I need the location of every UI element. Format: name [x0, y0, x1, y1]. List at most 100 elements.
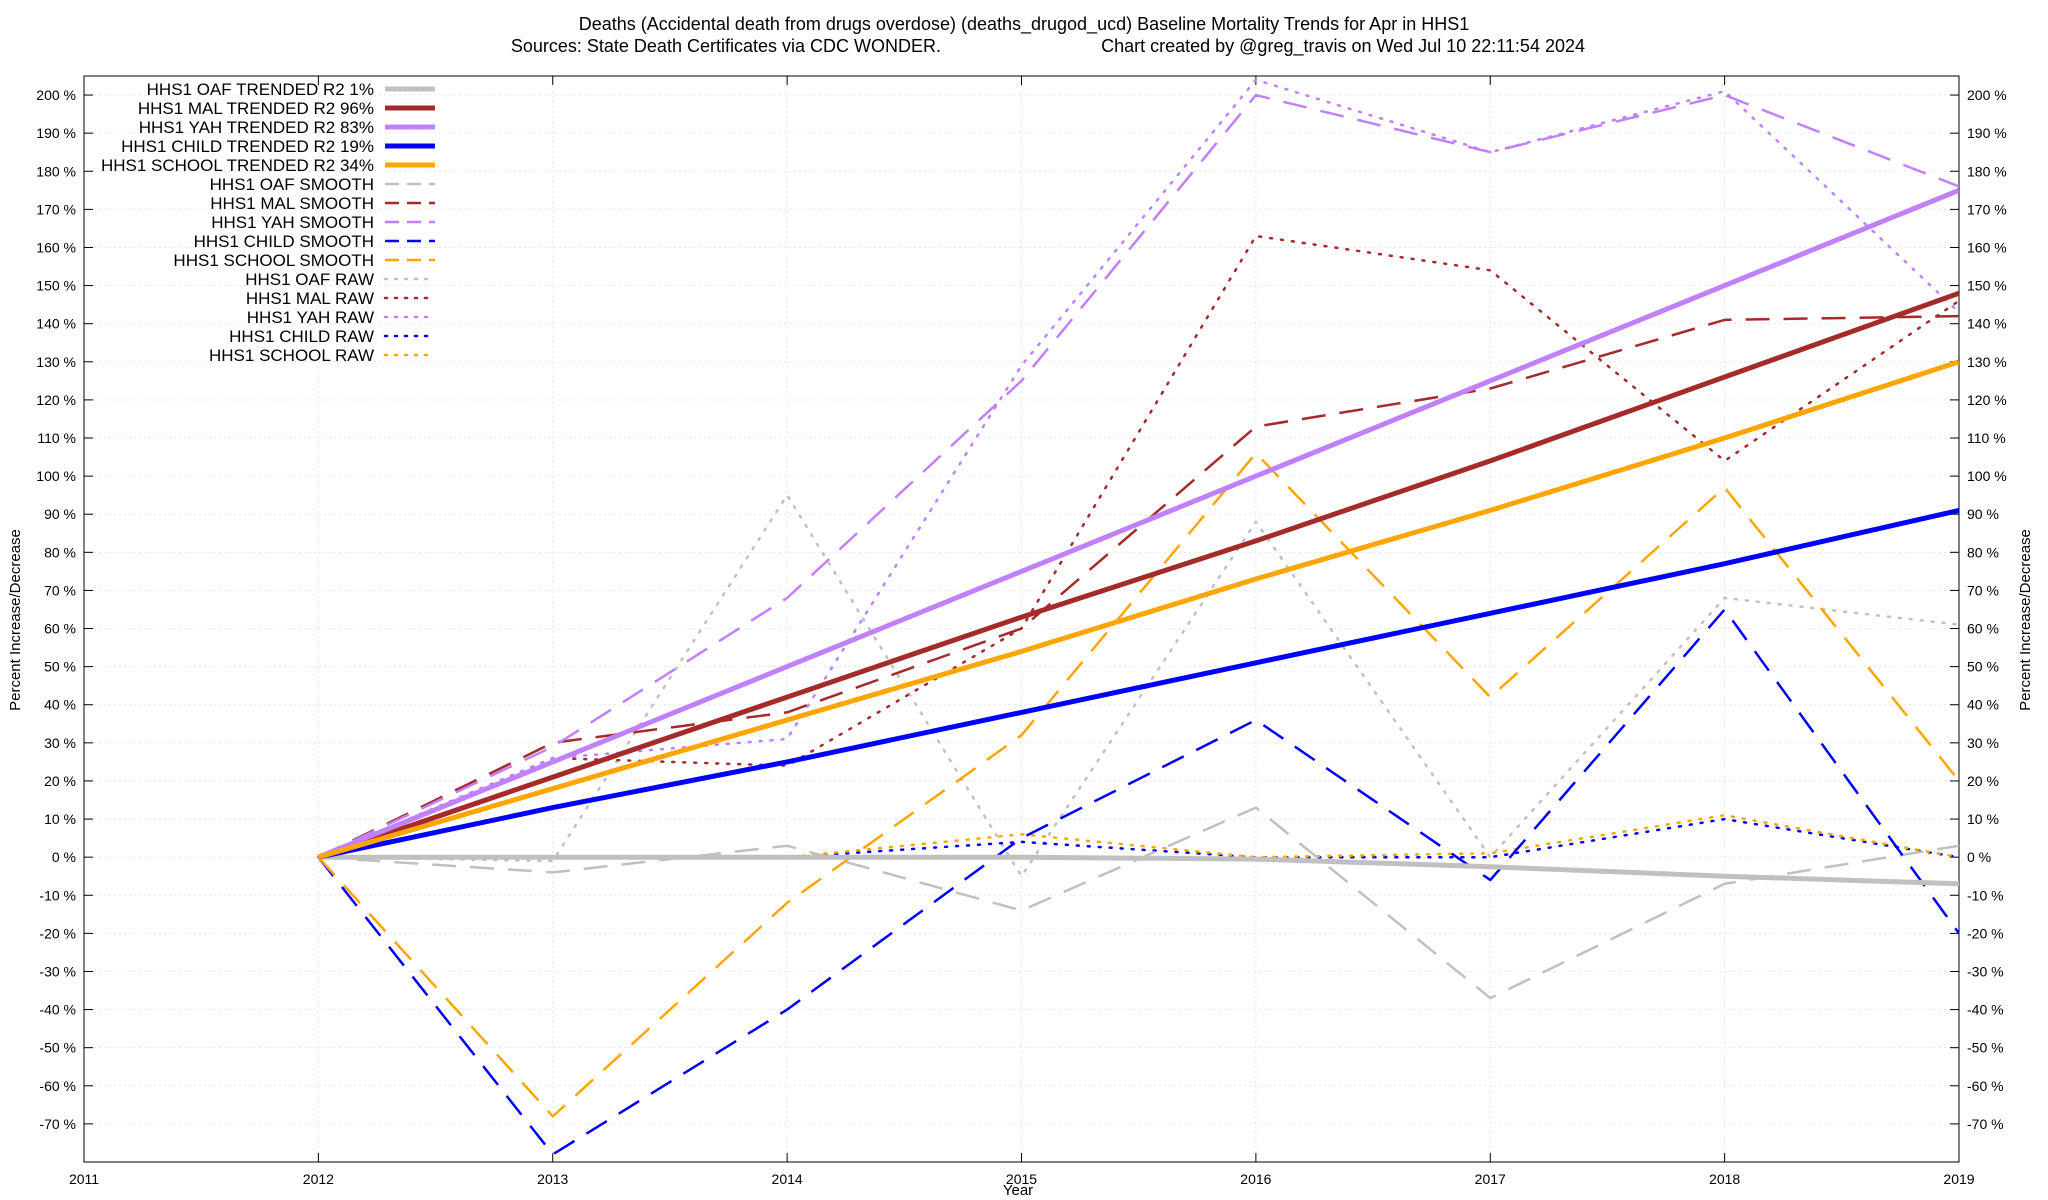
y-tick-label-left: 60 % [44, 621, 76, 637]
y-tick-label-left: 150 % [36, 278, 76, 294]
legend-entry-label: HHS1 MAL RAW [246, 289, 374, 308]
series-line-hhs1-mal-trended-r2 [317, 290, 1959, 860]
y-tick-label-right: 70 % [1967, 582, 1999, 598]
series-line-hhs1-oaf-smooth [318, 806, 1959, 1000]
y-tick-label-right: 50 % [1967, 659, 1999, 675]
series-line-hhs1-mal-raw [317, 234, 1959, 859]
legend-entry-label: HHS1 MAL TRENDED R2 96% [138, 99, 374, 118]
x-tick-label: 2011 [69, 1171, 99, 1187]
series-line-hhs1-oaf-trended-r2 [318, 854, 1959, 887]
x-tick-label: 2019 [1943, 1171, 1974, 1187]
y-tick-label-left: -20 % [39, 925, 76, 941]
y-tick-label-left: 40 % [44, 697, 76, 713]
y-tick-label-right: 150 % [1967, 278, 2007, 294]
y-tick-label-right: -10 % [1967, 887, 2004, 903]
y-tick-label-right: 200 % [1967, 87, 2007, 103]
y-tick-label-right: 130 % [1967, 354, 2007, 370]
y-axis-label-right: Percent Increase/Decrease [2017, 529, 2034, 711]
x-tick-label: 2016 [1240, 1171, 1271, 1187]
y-tick-label-left: 110 % [37, 430, 76, 446]
series-line-hhs1-child-raw [317, 817, 1959, 859]
y-tick-label-right: 190 % [1967, 125, 2007, 141]
legend-entry-label: HHS1 CHILD TRENDED R2 19% [121, 137, 374, 156]
legend-entry-label: HHS1 CHILD SMOOTH [194, 232, 374, 251]
y-tick-label-left: 180 % [36, 163, 76, 179]
y-tick-label-right: 180 % [1967, 163, 2007, 179]
legend-entry-label: HHS1 MAL SMOOTH [210, 194, 374, 213]
y-tick-label-left: 140 % [36, 316, 76, 332]
plot-border [83, 75, 1960, 1163]
y-tick-label-left: -50 % [39, 1040, 76, 1056]
x-tick-label: 2015 [1006, 1171, 1037, 1187]
series-line-hhs1-school-smooth [317, 451, 1959, 1118]
y-tick-label-right: 30 % [1967, 735, 1999, 751]
series-line-hhs1-yah-trended-r2 [317, 187, 1959, 860]
series-line-hhs1-child-smooth [317, 608, 1959, 1156]
y-tick-label-left: 90 % [44, 506, 76, 522]
y-tick-label-left: -30 % [39, 963, 76, 979]
y-tick-label-left: 170 % [36, 201, 76, 217]
y-tick-label-left: 80 % [44, 544, 76, 560]
legend-entry-label: HHS1 SCHOOL SMOOTH [173, 251, 374, 270]
y-tick-label-left: 50 % [44, 659, 76, 675]
legend-entry-label: HHS1 OAF SMOOTH [210, 175, 374, 194]
legend-entry-label: HHS1 YAH TRENDED R2 83% [139, 118, 374, 137]
series-line-hhs1-school-trended-r2 [317, 359, 1959, 860]
legend-entry-label: HHS1 OAF TRENDED R2 1% [147, 80, 374, 99]
y-tick-label-right: -70 % [1967, 1116, 2004, 1132]
series-line-hhs1-child-trended-r2 [317, 507, 1959, 860]
y-tick-label-right: 20 % [1967, 773, 1999, 789]
y-tick-label-right: -60 % [1967, 1078, 2004, 1094]
y-tick-label-right: 10 % [1967, 811, 1999, 827]
chart-credit-note: Chart created by @greg_travis on Wed Jul… [1101, 36, 1585, 57]
y-tick-label-left: 200 % [36, 87, 76, 103]
y-tick-label-right: 60 % [1967, 621, 1999, 637]
y-tick-label-left: 20 % [44, 773, 76, 789]
x-tick-label: 2012 [303, 1171, 334, 1187]
y-tick-label-left: 100 % [36, 468, 76, 484]
y-tick-label-left: 120 % [36, 392, 76, 408]
y-tick-label-left: 190 % [36, 125, 76, 141]
legend-entry-label: HHS1 SCHOOL RAW [209, 346, 374, 365]
y-tick-label-right: 100 % [1967, 468, 2007, 484]
legend-entry-label: HHS1 YAH SMOOTH [211, 213, 374, 232]
x-tick-label: 2013 [537, 1171, 568, 1187]
x-tick-label: 2017 [1475, 1171, 1506, 1187]
legend-entry-label: HHS1 OAF RAW [245, 270, 374, 289]
y-tick-label-right: 80 % [1967, 544, 1999, 560]
y-tick-label-right: -40 % [1967, 1002, 2004, 1018]
y-tick-label-right: 120 % [1967, 392, 2007, 408]
y-tick-label-right: 0 % [1967, 849, 1991, 865]
y-tick-label-right: -30 % [1967, 963, 2004, 979]
y-tick-label-right: 170 % [1967, 201, 2007, 217]
legend-entry-label: HHS1 SCHOOL TRENDED R2 34% [101, 156, 374, 175]
x-axis-label: Year [1003, 1182, 1033, 1199]
y-tick-label-right: -50 % [1967, 1040, 2004, 1056]
x-tick-label: 2018 [1709, 1171, 1740, 1187]
axes: -70 % -70 % -60 % -60 % -50 % -50 % -40 % -40 %… [36, 75, 2007, 1187]
series-lines [317, 78, 1959, 1156]
legend-entry-label: HHS1 YAH RAW [247, 308, 374, 327]
y-tick-label-right: -20 % [1967, 925, 2004, 941]
y-tick-label-right: 90 % [1967, 506, 1999, 522]
y-tick-label-left: -10 % [39, 887, 76, 903]
y-tick-label-left: 160 % [36, 239, 76, 255]
chart-title: Deaths (Accidental death from drugs over… [579, 14, 1469, 35]
legend-entry-label: HHS1 CHILD RAW [229, 327, 374, 346]
y-tick-label-left: 130 % [36, 354, 76, 370]
y-tick-label-left: -70 % [39, 1116, 76, 1132]
y-tick-label-left: -60 % [39, 1078, 76, 1094]
x-tick-label: 2014 [772, 1171, 803, 1187]
series-line-hhs1-yah-smooth [317, 93, 1959, 859]
y-tick-label-right: 110 % [1967, 430, 2006, 446]
y-tick-label-left: 10 % [44, 811, 76, 827]
y-tick-label-right: 40 % [1967, 697, 1999, 713]
y-tick-label-right: 160 % [1967, 239, 2007, 255]
y-tick-label-left: 70 % [44, 582, 76, 598]
y-tick-label-left: 0 % [52, 849, 76, 865]
y-tick-label-right: 140 % [1967, 316, 2007, 332]
y-tick-label-left: -40 % [39, 1002, 76, 1018]
y-axis-label-left: Percent Increase/Decrease [7, 529, 24, 711]
